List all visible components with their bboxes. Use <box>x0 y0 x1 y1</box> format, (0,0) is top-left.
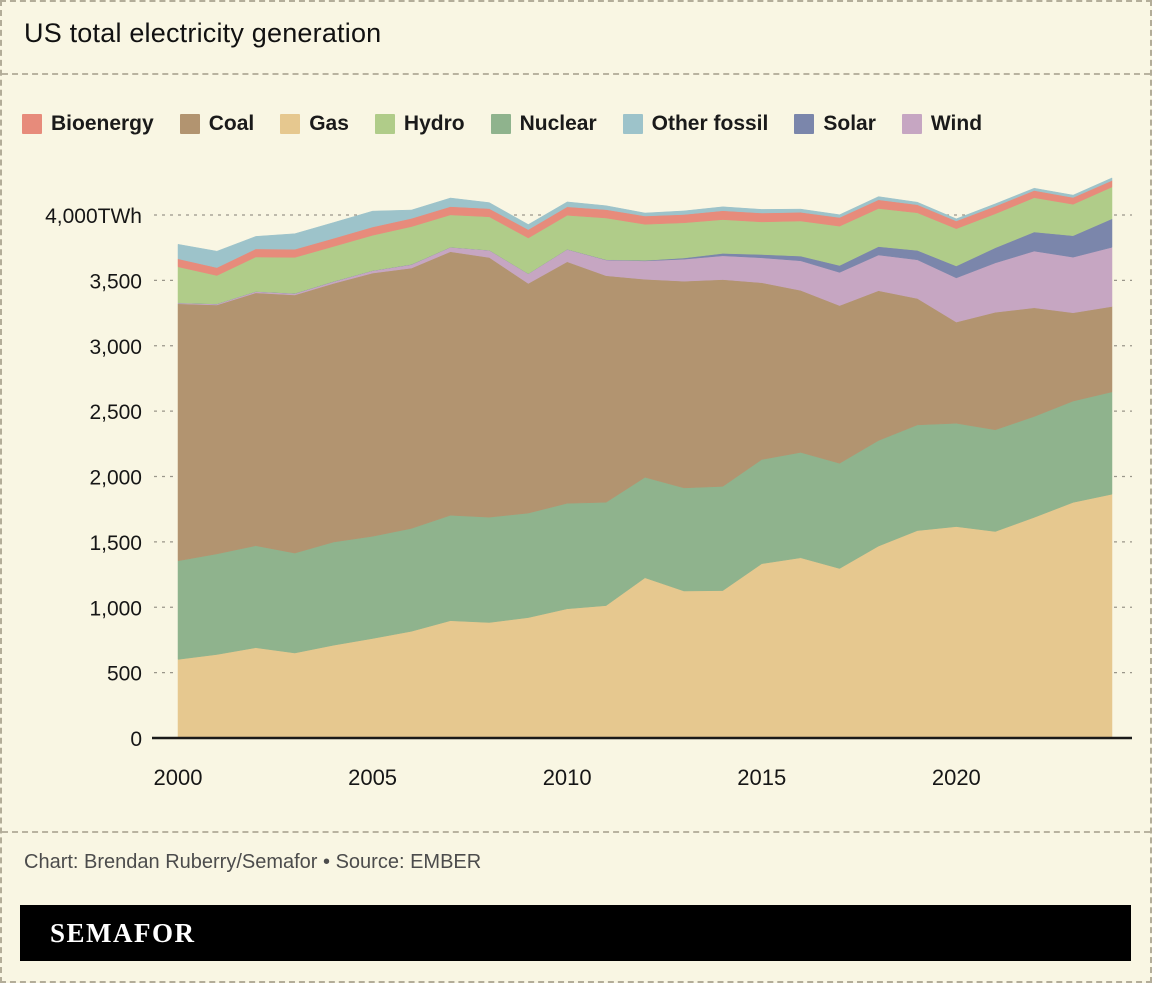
stacked-area-chart: 0 500 1,000 1,500 2,000 2,500 3,000 3,500 4,000T… <box>22 150 1134 810</box>
chart-svg: 0 500 1,000 1,500 2,000 2,500 3,000 3,500 4,000T… <box>45 177 1132 790</box>
y-tick-label: 1,500 <box>89 532 142 555</box>
brand-bar: SEMAFOR <box>20 905 1131 961</box>
x-tick-label: 2000 <box>154 765 203 790</box>
y-tick-label: 2,500 <box>89 401 142 424</box>
chart-legend: Bioenergy Coal Gas Hydro Nuclear Other fossil… <box>22 112 1136 136</box>
legend-label-gas: Gas <box>309 112 349 135</box>
legend-item-wind: Wind <box>901 112 983 136</box>
legend-swatch-wind <box>901 114 922 134</box>
separator-bottom <box>2 831 1150 833</box>
legend-swatch-solar <box>794 114 815 134</box>
x-tick-label: 2020 <box>932 765 981 790</box>
y-tick-label: 500 <box>107 663 142 686</box>
legend-swatch-hydro <box>374 114 395 134</box>
legend-swatch-other-fossil <box>622 114 643 134</box>
x-tick-label: 2015 <box>737 765 786 790</box>
legend-label-hydro: Hydro <box>403 112 465 135</box>
legend-label-solar: Solar <box>823 112 876 135</box>
y-tick-label: 3,000 <box>89 336 142 359</box>
y-tick-label: 1,000 <box>89 597 142 620</box>
legend-item-other-fossil: Other fossil <box>622 112 769 136</box>
legend-swatch-bioenergy <box>22 114 42 134</box>
y-tick-label: 2,000 <box>89 467 142 490</box>
legend-label-other-fossil: Other fossil <box>651 112 769 135</box>
page-title: US total electricity generation <box>24 18 382 48</box>
legend-label-nuclear: Nuclear <box>519 112 597 135</box>
legend-item-hydro: Hydro <box>374 112 465 136</box>
legend-item-solar: Solar <box>794 112 876 136</box>
legend-label-bioenergy: Bioenergy <box>51 112 154 135</box>
y-tick-label: 4,000TWh <box>45 205 142 228</box>
legend-swatch-gas <box>280 114 301 134</box>
semafor-logo: SEMAFOR <box>50 917 196 948</box>
legend-swatch-nuclear <box>490 114 511 134</box>
separator-top <box>2 73 1150 75</box>
legend-item-coal: Coal <box>179 112 255 136</box>
legend-item-bioenergy: Bioenergy <box>22 112 154 136</box>
legend-item-nuclear: Nuclear <box>490 112 597 136</box>
legend-item-gas: Gas <box>280 112 349 136</box>
legend-label-wind: Wind <box>930 112 983 135</box>
chart-credit: Chart: Brendan Ruberry/Semafor • Source:… <box>24 851 482 873</box>
area-other-fossil <box>177 177 1113 268</box>
y-tick-label: 0 <box>130 728 142 751</box>
x-tick-label: 2005 <box>348 765 397 790</box>
y-tick-label: 3,500 <box>89 270 142 293</box>
x-tick-label: 2010 <box>543 765 592 790</box>
legend-swatch-coal <box>179 114 200 134</box>
legend-label-coal: Coal <box>208 112 255 135</box>
